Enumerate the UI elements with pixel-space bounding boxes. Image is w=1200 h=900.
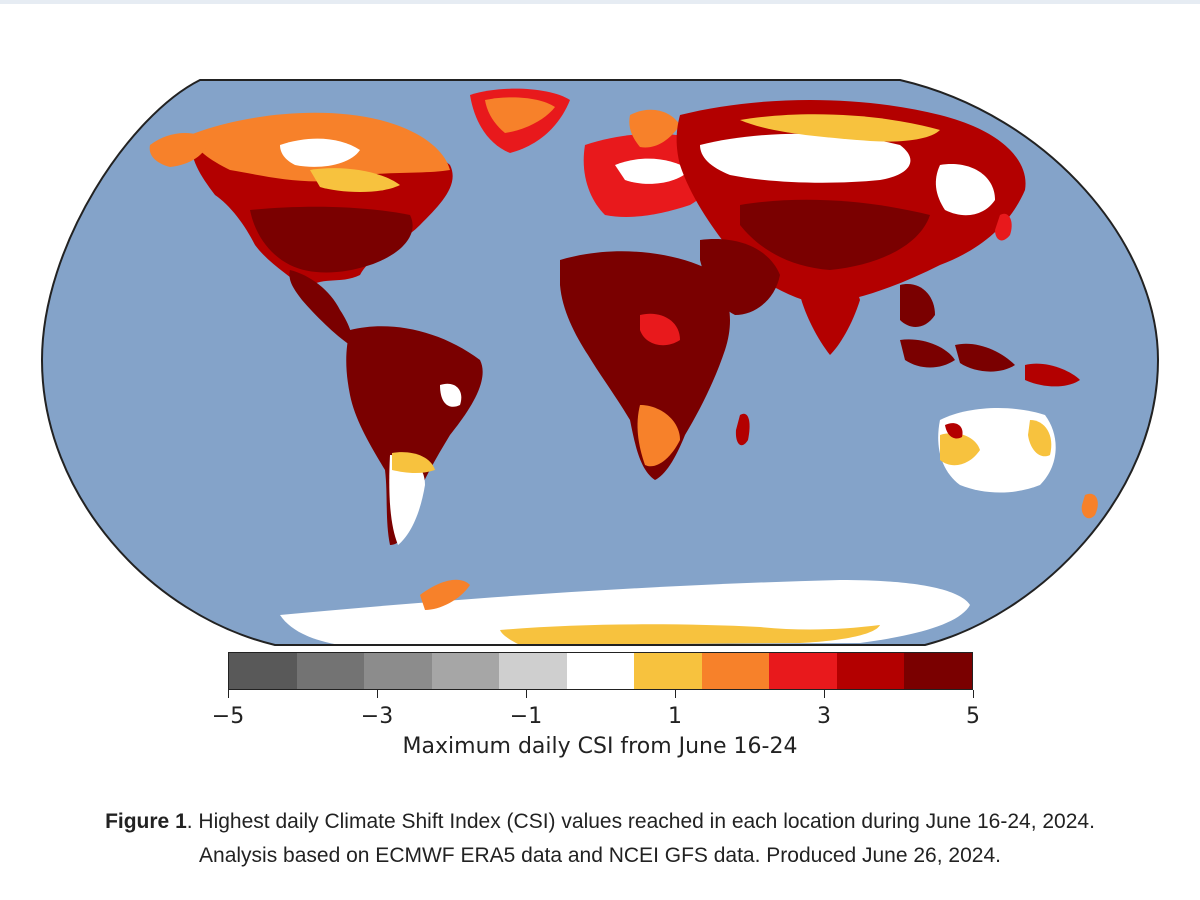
caption-text-1: . Highest daily Climate Shift Index (CSI… (186, 810, 1095, 833)
colorbar-segment (296, 653, 365, 689)
indonesia-east (955, 343, 1015, 372)
colorbar (228, 652, 973, 690)
world-map (40, 79, 1160, 646)
greenland-inner (485, 97, 555, 133)
colorbar-tick-label: −5 (211, 704, 245, 729)
colorbar-tick-label: 5 (966, 704, 980, 729)
figure-caption: Figure 1. Highest daily Climate Shift In… (0, 805, 1200, 873)
colorbar-segment (229, 653, 297, 689)
australia (938, 408, 1056, 493)
colorbar-tick-label: 3 (817, 704, 831, 729)
canada-yellow-patch (310, 168, 400, 192)
colorbar-segment (634, 653, 702, 689)
west-australia-red (945, 423, 963, 439)
figure-label: Figure 1 (105, 810, 187, 833)
caption-line-2: Analysis based on ECMWF ERA5 data and NC… (199, 844, 1001, 867)
colorbar-segment (836, 653, 905, 689)
colorbar-segment (431, 653, 500, 689)
indonesia-west (900, 339, 955, 368)
antarctica (280, 580, 970, 645)
patagonia (389, 455, 425, 545)
colorbar-ticks: −5 −3 −1 1 3 5 (212, 690, 980, 730)
argentina-yellow (392, 452, 435, 474)
antarctica-yellow-band (500, 624, 880, 645)
scandinavia (629, 109, 680, 148)
colorbar-segment (566, 653, 635, 689)
japan (995, 213, 1012, 241)
colorbar-tick (228, 690, 229, 698)
colorbar-tick-label: 1 (668, 704, 682, 729)
south-america (346, 326, 483, 545)
central-asia-dark (740, 199, 930, 270)
central-america (289, 270, 352, 345)
colorbar-tick (973, 690, 974, 698)
siberia-white-band (700, 133, 911, 183)
top-rule (0, 0, 1200, 4)
europe-white-patch (615, 158, 690, 184)
colorbar-label: Maximum daily CSI from June 16-24 (402, 734, 798, 759)
new-guinea (1025, 363, 1080, 387)
colorbar-tick-label: −3 (360, 704, 394, 729)
colorbar-tick (526, 690, 527, 698)
map-frame (40, 79, 1160, 646)
west-australia-yellow (940, 433, 980, 466)
colorbar-segment (364, 653, 432, 689)
map-body (42, 80, 1158, 645)
colorbar-tick (377, 690, 378, 698)
usa-region (250, 206, 413, 273)
east-australia-yellow (1028, 420, 1052, 457)
colorbar-tick-label: −1 (509, 704, 543, 729)
colorbar-segment (701, 653, 770, 689)
india (800, 273, 860, 355)
new-zealand (1081, 493, 1098, 519)
brazil-white-patch (440, 383, 462, 407)
colorbar-segment (904, 653, 973, 689)
canada-white-patch (280, 138, 360, 167)
caption-line-1: Figure 1. Highest daily Climate Shift In… (0, 805, 1200, 839)
colorbar-tick (675, 690, 676, 698)
southern-africa-orange (637, 405, 680, 467)
colorbar-segment (769, 653, 837, 689)
alaska (149, 133, 210, 167)
east-asia-white (935, 164, 995, 216)
southeast-asia (900, 284, 935, 327)
africa (560, 251, 730, 480)
colorbar-tick (824, 690, 825, 698)
africa-orange-patch (640, 313, 680, 346)
colorbar-segment (499, 653, 567, 689)
antarctic-peninsula (420, 579, 470, 610)
siberia-yellow-band (740, 114, 940, 142)
madagascar (735, 413, 750, 446)
